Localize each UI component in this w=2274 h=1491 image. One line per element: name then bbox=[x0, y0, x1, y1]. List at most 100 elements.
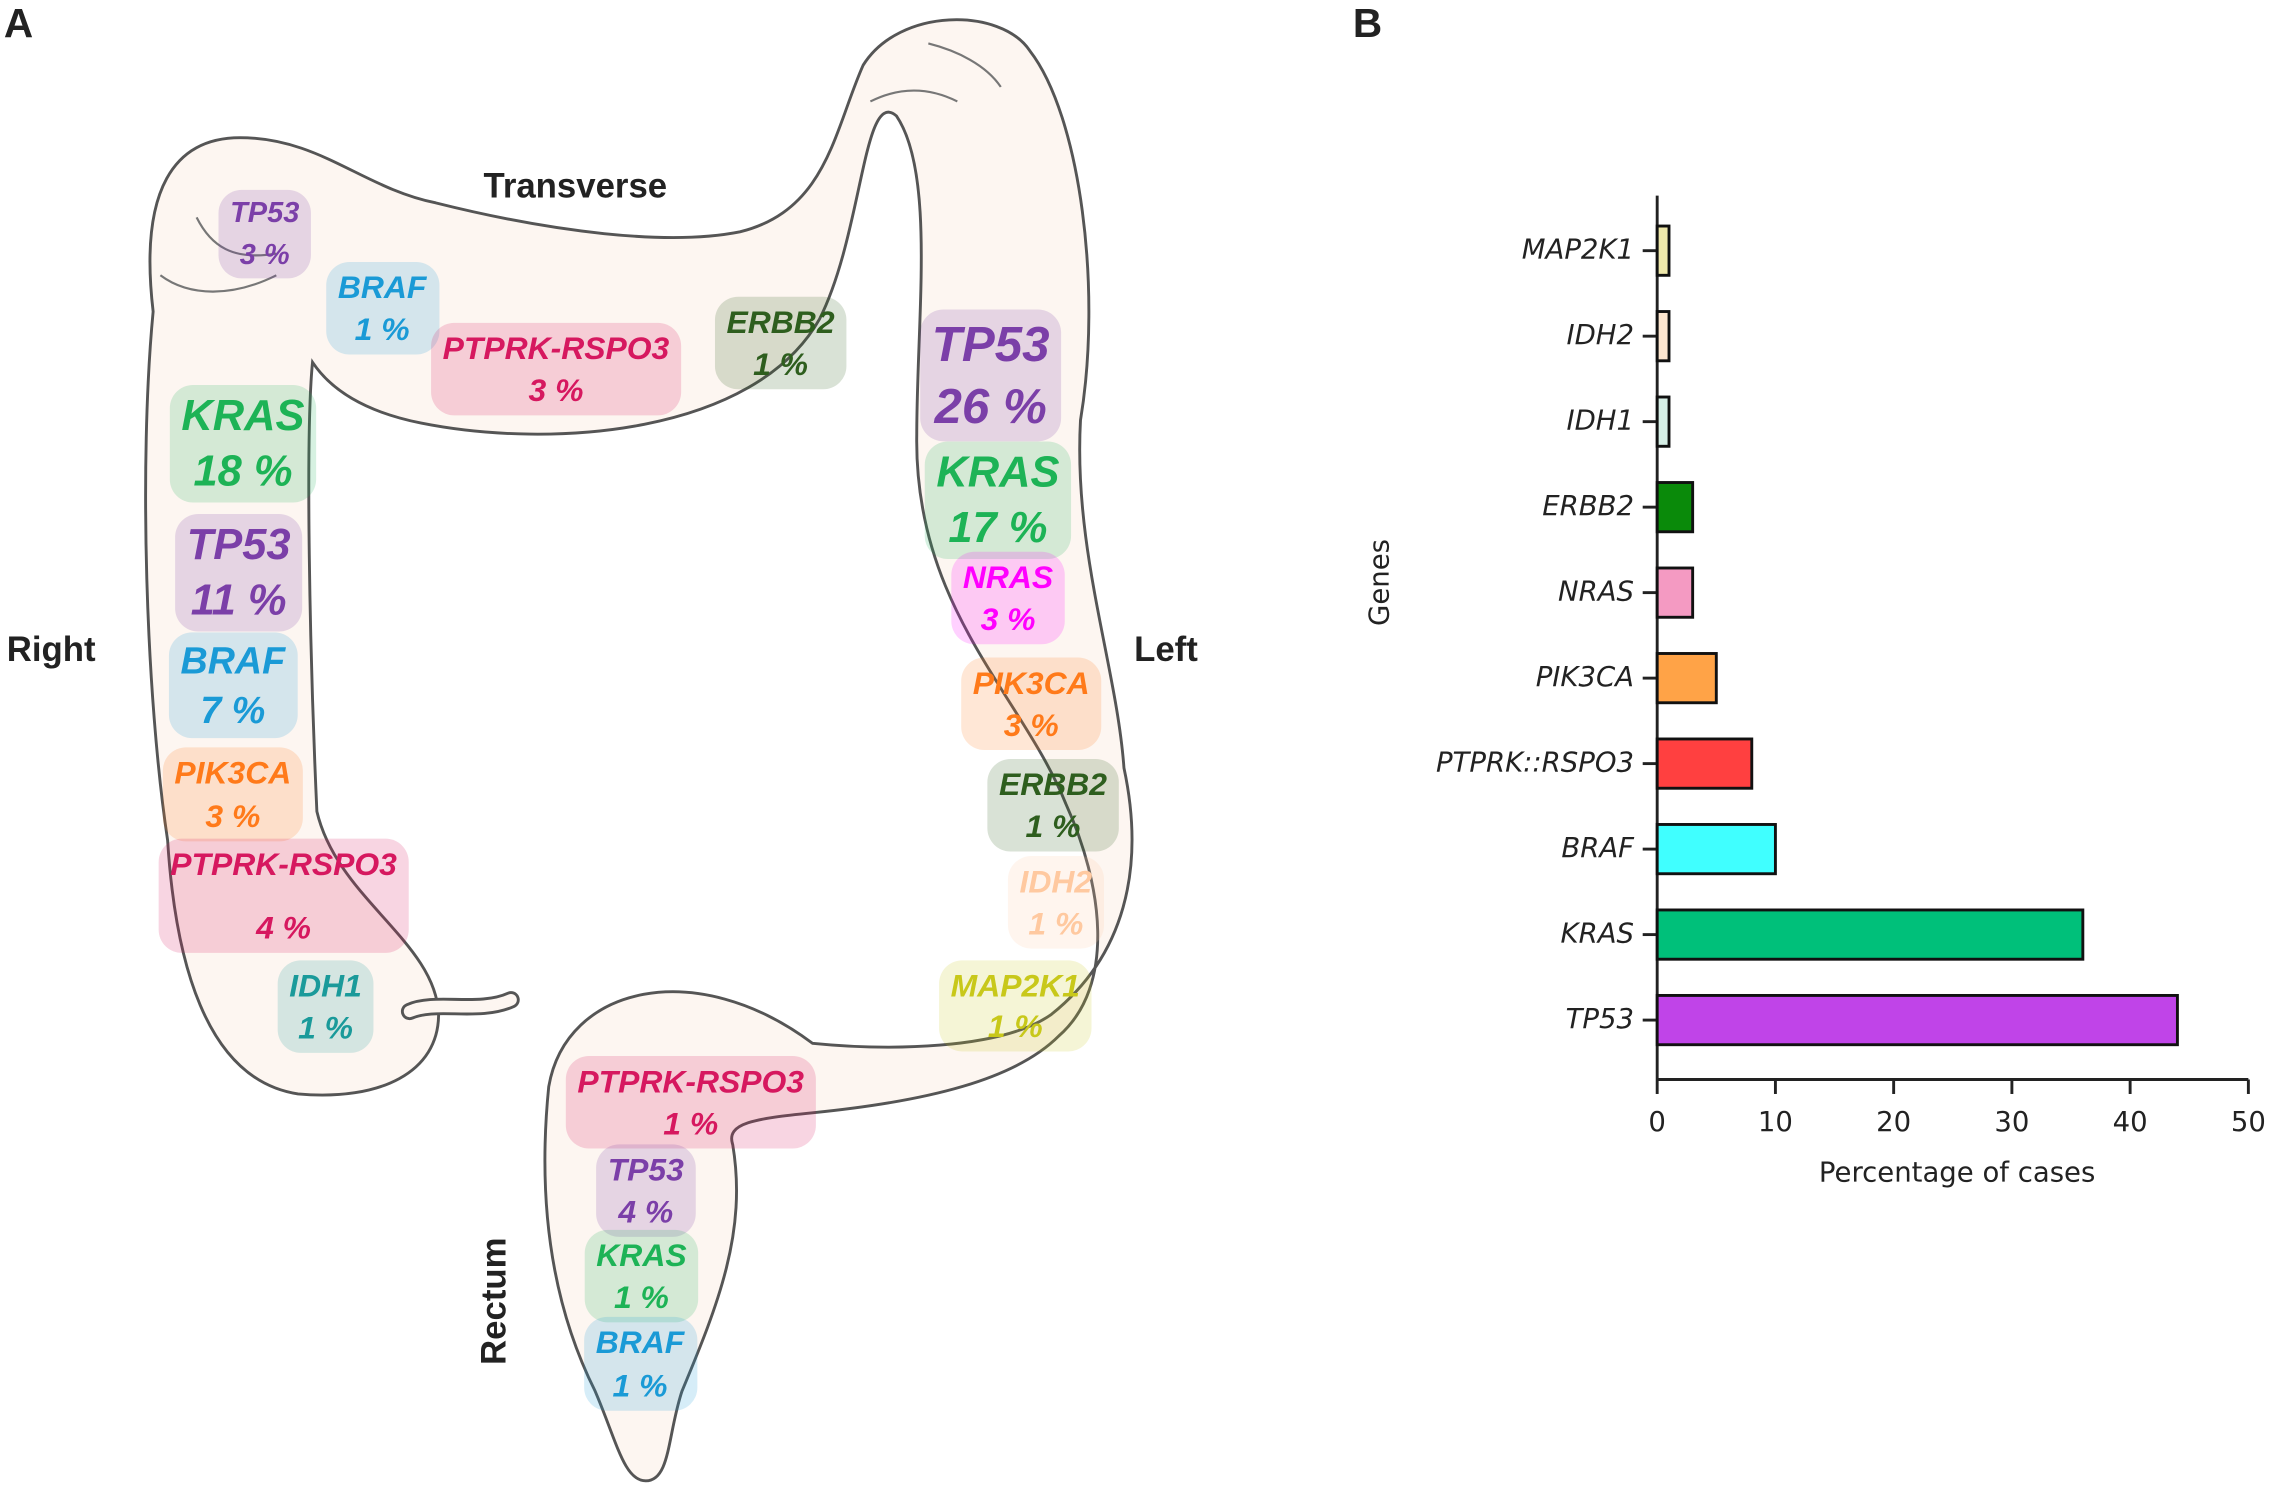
label-background bbox=[584, 1316, 698, 1411]
gene-name: PIK3CA bbox=[174, 755, 291, 791]
panel-label: B bbox=[1353, 0, 1382, 46]
gene-name: TP53 bbox=[932, 317, 1050, 372]
gene-percentage: 1 % bbox=[1028, 905, 1083, 941]
gene-name: BRAF bbox=[338, 269, 428, 305]
label-background bbox=[1007, 856, 1105, 949]
label-background bbox=[920, 309, 1062, 442]
gene-name: TP53 bbox=[608, 1152, 684, 1188]
x-tick-label: 30 bbox=[1994, 1106, 2029, 1138]
bar-chart: Percentage of cases Genes 0 10 20 30 40 50 MAP… bbox=[1363, 195, 2266, 1189]
gene-percentage: 3 % bbox=[240, 239, 290, 271]
gene-percentage: 17 % bbox=[948, 504, 1047, 552]
bar bbox=[1655, 224, 1671, 277]
gene-name: KRAS bbox=[181, 392, 304, 440]
region-label: Rectum bbox=[476, 1237, 514, 1365]
label-background bbox=[924, 441, 1072, 560]
x-tick-label: 20 bbox=[1876, 1106, 1911, 1138]
gene-percentage: 18 % bbox=[193, 447, 292, 495]
bar bbox=[1655, 310, 1671, 363]
gene-percentage: 1 % bbox=[613, 1368, 668, 1404]
bar bbox=[1655, 395, 1671, 448]
gene-percentage: 4 % bbox=[617, 1194, 673, 1230]
gene-percentage: 7 % bbox=[200, 689, 265, 731]
label-background bbox=[169, 384, 317, 503]
panel-label: A bbox=[4, 0, 33, 46]
y-tick-label: ERBB2 bbox=[1542, 490, 1634, 522]
bar bbox=[1655, 823, 1777, 876]
label-background bbox=[162, 747, 303, 842]
gene-percentage: 11 % bbox=[191, 576, 287, 624]
label-background bbox=[987, 758, 1119, 852]
label-background bbox=[596, 1144, 696, 1237]
gene-percentage: 4 % bbox=[255, 910, 311, 946]
region-label: Right bbox=[7, 631, 96, 669]
colon-outline bbox=[144, 18, 1134, 1483]
bar bbox=[1655, 481, 1695, 534]
gene-name: NRAS bbox=[963, 559, 1053, 595]
label-background bbox=[218, 189, 311, 279]
gene-percentage: 1 % bbox=[298, 1010, 353, 1046]
y-tick-label: BRAF bbox=[1561, 832, 1635, 864]
x-tick-label: 40 bbox=[2113, 1106, 2148, 1138]
gene-name: BRAF bbox=[596, 1324, 686, 1360]
label-background bbox=[277, 960, 374, 1053]
label-background bbox=[326, 261, 440, 355]
gene-name: KRAS bbox=[596, 1237, 686, 1273]
gene-percentage: 1 % bbox=[753, 346, 808, 382]
gene-name: IDH1 bbox=[289, 968, 362, 1004]
y-tick-label: KRAS bbox=[1561, 918, 1634, 950]
label-background bbox=[175, 513, 303, 632]
bar bbox=[1655, 652, 1718, 705]
x-axis-label: Percentage of cases bbox=[1819, 1157, 2095, 1189]
gene-name: KRAS bbox=[936, 449, 1059, 497]
bar bbox=[1655, 566, 1695, 619]
gene-percentage: 3 % bbox=[981, 601, 1036, 637]
gene-name: TP53 bbox=[230, 197, 299, 229]
bar bbox=[1655, 908, 2085, 961]
gene-name: BRAF bbox=[181, 640, 287, 682]
gene-percentage: 3 % bbox=[1004, 707, 1059, 743]
label-background bbox=[951, 551, 1065, 645]
gene-name: TP53 bbox=[187, 521, 291, 569]
y-tick-label: IDH1 bbox=[1567, 405, 1635, 437]
x-tick-label: 10 bbox=[1758, 1106, 1793, 1138]
gene-name: PTPRK-RSPO3 bbox=[170, 846, 397, 882]
label-background bbox=[168, 632, 298, 739]
y-tick-label: NRAS bbox=[1558, 576, 1634, 608]
y-tick-label: IDH2 bbox=[1567, 319, 1635, 351]
label-background bbox=[714, 296, 847, 390]
label-background bbox=[431, 322, 682, 416]
y-tick-label: PIK3CA bbox=[1536, 661, 1634, 693]
colon bbox=[144, 18, 1134, 1483]
x-tick-label: 50 bbox=[2231, 1106, 2266, 1138]
gene-percentage: 3 % bbox=[529, 372, 584, 408]
y-tick-label: TP53 bbox=[1566, 1003, 1634, 1035]
label-background bbox=[961, 657, 1102, 751]
gene-name: IDH2 bbox=[1020, 863, 1093, 899]
appendix bbox=[403, 994, 517, 1018]
haustra bbox=[159, 42, 1002, 293]
gene-labels: TP53 3 % BRAF 1 % PTPRK-RSPO3 3 % ERBB2 1 % TP53… bbox=[158, 189, 1119, 1411]
gene-name: PTPRK-RSPO3 bbox=[443, 330, 670, 366]
gene-percentage: 3 % bbox=[205, 798, 260, 834]
bar bbox=[1655, 994, 2179, 1047]
gene-percentage: 1 % bbox=[988, 1008, 1043, 1044]
region-label: Left bbox=[1134, 631, 1198, 669]
gene-name: ERBB2 bbox=[727, 304, 835, 340]
gene-name: PIK3CA bbox=[973, 665, 1090, 701]
region-label: Transverse bbox=[484, 168, 668, 206]
bar bbox=[1655, 737, 1754, 790]
gene-name: MAP2K1 bbox=[951, 968, 1080, 1004]
label-background bbox=[584, 1229, 699, 1323]
label-background bbox=[939, 960, 1092, 1052]
x-tick-label: 0 bbox=[1648, 1106, 1666, 1138]
label-background bbox=[158, 838, 409, 953]
y-axis-label: Genes bbox=[1363, 539, 1395, 626]
label-background bbox=[565, 1056, 816, 1149]
gene-percentage: 26 % bbox=[934, 379, 1047, 434]
gene-percentage: 1 % bbox=[663, 1105, 718, 1141]
y-tick-label: MAP2K1 bbox=[1522, 234, 1634, 266]
gene-percentage: 1 % bbox=[1026, 808, 1081, 844]
gene-name: ERBB2 bbox=[999, 766, 1107, 802]
